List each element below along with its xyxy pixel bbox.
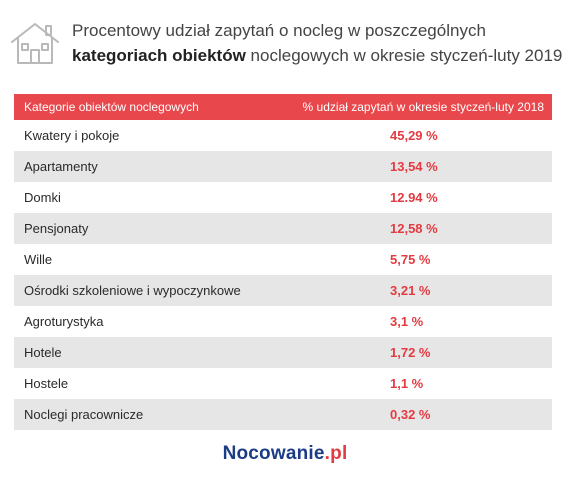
brand-logo: Nocowanie.pl [0, 443, 570, 465]
share-cell: 13,54 % [390, 159, 438, 174]
table-row: Ośrodki szkoleniowe i wypoczynkowe 3,21 % [14, 275, 552, 306]
table-row: Kwatery i pokoje 45,29 % [14, 120, 552, 151]
brand-name: Nocowanie [222, 443, 325, 464]
table-row: Agroturystyka 3,1 % [14, 306, 552, 337]
table-row: Noclegi pracownicze 0,32 % [14, 399, 552, 430]
category-cell: Kwatery i pokoje [24, 128, 120, 143]
table-row: Pensjonaty 12,58 % [14, 213, 552, 244]
header: Procentowy udział zapytań o nocleg w pos… [0, 0, 570, 84]
data-table: Kategorie obiektów noclegowych % udział … [14, 94, 552, 430]
table-row: Hotele 1,72 % [14, 337, 552, 368]
share-cell: 3,1 % [390, 314, 424, 329]
category-cell: Wille [24, 252, 53, 267]
category-cell: Agroturystyka [24, 314, 104, 329]
title-line-2-rest: noclegowych w okresie styczeń-luty 2019 [245, 46, 563, 65]
brand-tld: .pl [324, 443, 348, 464]
title-line-1: Procentowy udział zapytań o nocleg w pos… [72, 21, 486, 40]
table-row: Wille 5,75 % [14, 244, 552, 275]
category-cell: Domki [24, 190, 61, 205]
category-cell: Pensjonaty [24, 221, 89, 236]
table-row: Hostele 1,1 % [14, 368, 552, 399]
share-cell: 12.94 % [390, 190, 438, 205]
house-icon [11, 23, 59, 64]
share-cell: 12,58 % [390, 221, 438, 236]
table-row: Apartamenty 13,54 % [14, 151, 552, 182]
share-cell: 1,72 % [390, 345, 431, 360]
title-line-2-bold: kategoriach obiektów [72, 46, 246, 65]
category-cell: Noclegi pracownicze [24, 407, 144, 422]
share-cell: 0,32 % [390, 407, 431, 422]
category-cell: Hotele [24, 345, 62, 360]
column-header-share: % udział zapytań w okresie styczeń-luty … [302, 100, 544, 114]
table-body: Kwatery i pokoje 45,29 % Apartamenty 13,54 … [14, 120, 552, 430]
share-cell: 1,1 % [390, 376, 424, 391]
table-row: Domki 12.94 % [14, 182, 552, 213]
page-title: Procentowy udział zapytań o nocleg w pos… [72, 18, 562, 68]
category-cell: Hostele [24, 376, 69, 391]
share-cell: 3,21 % [390, 283, 431, 298]
share-cell: 5,75 % [390, 252, 431, 267]
category-cell: Apartamenty [24, 159, 98, 174]
column-header-category: Kategorie obiektów noclegowych [24, 100, 199, 114]
table-header: Kategorie obiektów noclegowych % udział … [14, 94, 552, 120]
category-cell: Ośrodki szkoleniowe i wypoczynkowe [24, 283, 241, 298]
share-cell: 45,29 % [390, 128, 438, 143]
